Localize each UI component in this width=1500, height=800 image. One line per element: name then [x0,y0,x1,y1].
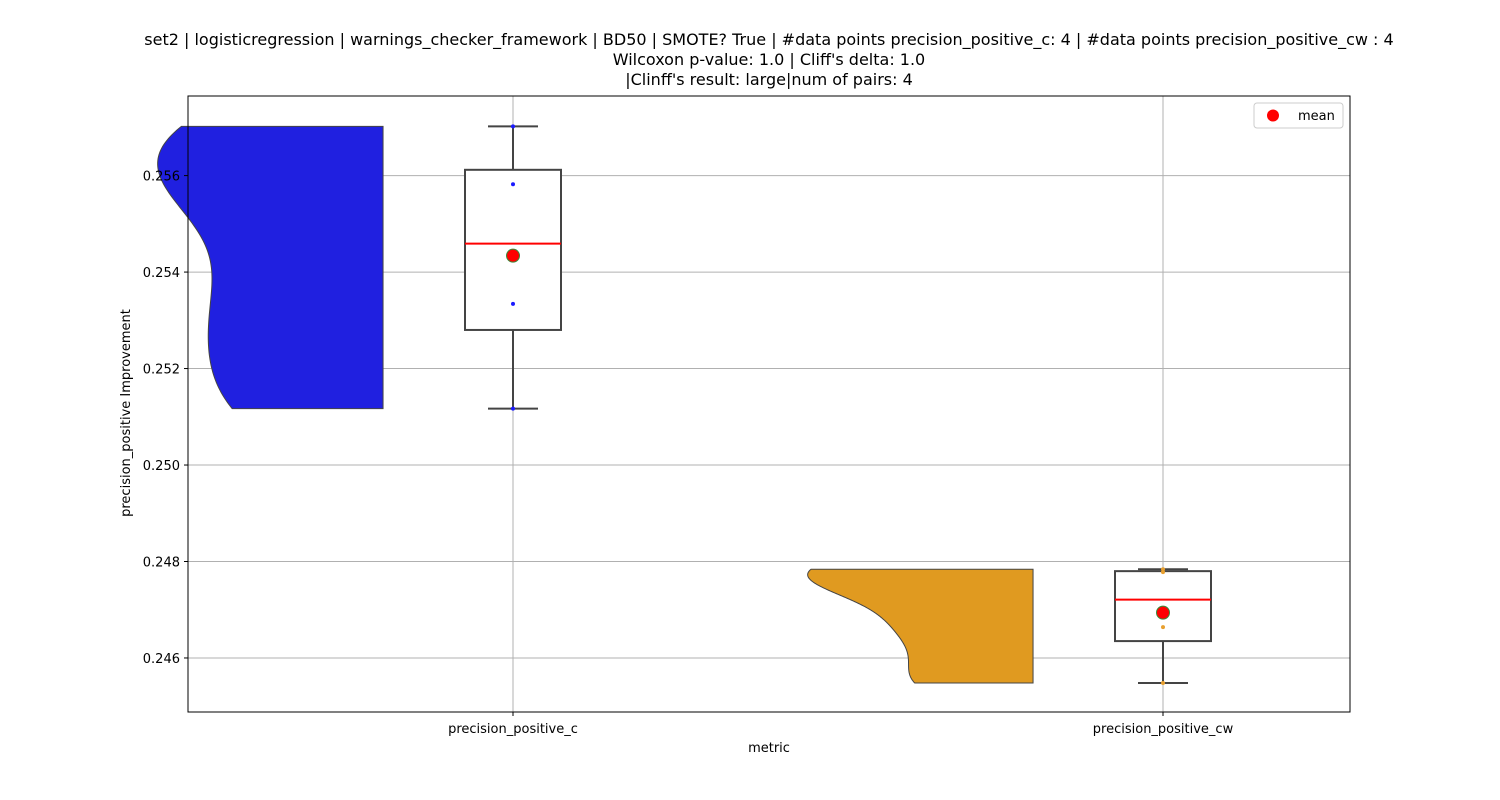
chart-title: set2 | logisticregression | warnings_che… [0,30,1500,90]
x-tick-label: precision_positive_c [448,722,578,737]
violin-layer [157,125,1034,684]
legend-box [1253,102,1344,129]
x-axis-label: metric [748,741,790,756]
data-point [1161,567,1165,572]
box-layer [464,125,1212,685]
data-point [511,301,515,306]
data-point [511,182,515,187]
violin-precision_positive_cw [807,568,1034,684]
mean-marker [1156,605,1170,620]
legend-mean-label: mean [1298,109,1335,124]
y-tick-label: 0.254 [143,266,180,281]
y-tick-label: 0.256 [143,170,180,185]
y-tick-label: 0.248 [143,555,180,570]
y-axis-label: precision_positive Improvement [119,309,134,517]
data-point [511,124,515,129]
title-line-3: |Clinff's result: large|num of pairs: 4 [625,70,913,89]
data-point [1161,681,1165,686]
mean-marker [506,248,520,263]
y-tick-label: 0.250 [143,459,180,474]
y-tick-label: 0.246 [143,652,180,667]
title-line-2: Wilcoxon p-value: 1.0 | Cliff's delta: 1… [612,50,926,69]
data-point [1161,625,1165,630]
data-point [511,406,515,411]
legend-mean-marker [1267,109,1279,122]
legend: mean [1253,102,1344,129]
point-layer [506,124,1170,686]
plot-frame [187,95,1351,713]
tick-layer: 0.246 0.248 0.250 0.252 0.254 0.256 precision_… [143,170,1234,737]
title-line-1: set2 | logisticregression | warnings_che… [144,30,1394,49]
x-tick-label: precision_positive_cw [1093,722,1234,737]
data-point [1161,570,1165,575]
y-tick-label: 0.252 [143,363,180,378]
violin-precision_positive_c [157,125,384,410]
